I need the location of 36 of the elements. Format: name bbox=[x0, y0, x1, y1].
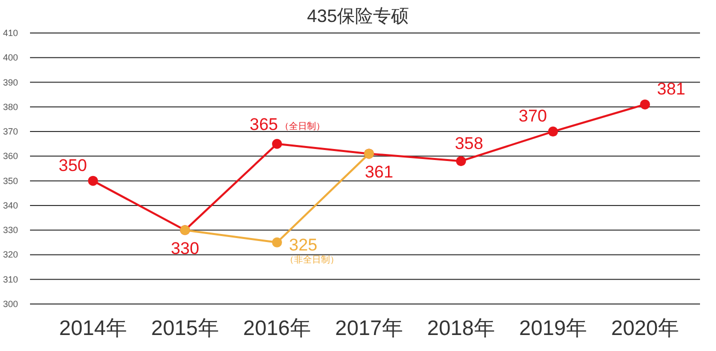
y-tick-label: 320 bbox=[3, 250, 18, 260]
data-label: 365 bbox=[250, 114, 278, 134]
y-tick-label: 310 bbox=[3, 274, 18, 284]
x-tick-label: 2018年 bbox=[427, 317, 495, 340]
y-tick-label: 330 bbox=[3, 225, 18, 236]
x-tick-label: 2016年 bbox=[243, 317, 311, 340]
data-label: 381 bbox=[657, 79, 686, 98]
y-tick-label: 380 bbox=[3, 102, 18, 112]
x-tick-label: 2019年 bbox=[519, 317, 587, 340]
x-tick-label: 2014年 bbox=[59, 317, 127, 340]
y-tick-label: 340 bbox=[3, 200, 18, 210]
y-tick-label: 350 bbox=[3, 176, 18, 186]
y-tick-label: 370 bbox=[3, 126, 18, 137]
point bbox=[456, 156, 466, 166]
x-tick-label: 2015年 bbox=[151, 317, 219, 340]
annotation: （全日制） bbox=[280, 120, 325, 131]
data-label: 358 bbox=[454, 134, 484, 154]
point bbox=[548, 126, 558, 137]
point bbox=[272, 138, 282, 149]
y-tick-label: 400 bbox=[3, 52, 18, 63]
data-label: 330 bbox=[170, 239, 200, 258]
y-tick-label: 390 bbox=[3, 77, 18, 88]
data-label: 361 bbox=[364, 162, 394, 182]
chart-title: 435保险专硕 bbox=[306, 6, 410, 26]
y-tick-label: 410 bbox=[3, 28, 18, 38]
x-tick-label: 2017年 bbox=[335, 317, 403, 340]
data-label: 350 bbox=[58, 156, 87, 175]
data-label: 370 bbox=[518, 106, 547, 126]
x-tick-label: 2020年 bbox=[611, 317, 679, 340]
point bbox=[88, 176, 98, 186]
y-tick-label: 300 bbox=[3, 299, 18, 309]
point bbox=[272, 237, 282, 248]
data-label: 325 bbox=[289, 235, 318, 254]
y-tick-label: 360 bbox=[3, 151, 18, 162]
annotation: （非全日制） bbox=[285, 254, 339, 264]
point bbox=[640, 99, 650, 110]
